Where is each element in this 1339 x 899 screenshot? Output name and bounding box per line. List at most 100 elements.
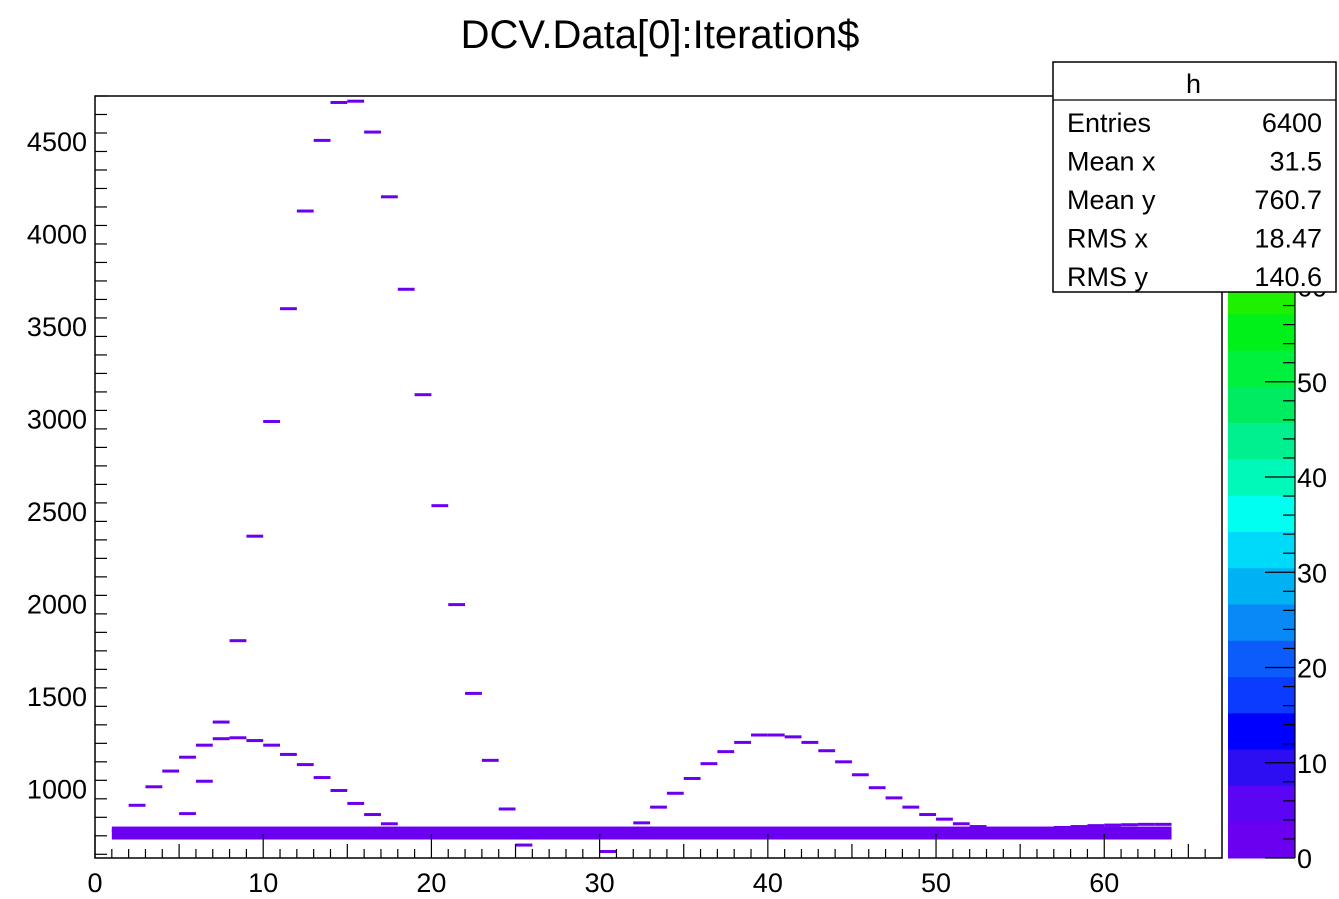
- data-cell: [515, 843, 533, 847]
- colorbar-tick-label: 0: [1297, 844, 1312, 874]
- color-bin: [1228, 821, 1295, 859]
- data-cell: [767, 733, 785, 737]
- data-cell: [751, 733, 768, 737]
- data-cell: [616, 828, 634, 832]
- color-bin: [1228, 313, 1295, 351]
- data-cell: [599, 850, 617, 854]
- stats-title: h: [1186, 69, 1201, 99]
- color-bin: [1228, 604, 1295, 641]
- data-cell: [313, 138, 331, 142]
- color-bin: [1228, 495, 1295, 532]
- color-bin: [1228, 531, 1295, 569]
- data-cell: [229, 639, 247, 643]
- data-cell: [128, 803, 146, 807]
- data-cell: [179, 755, 196, 759]
- data-cell: [229, 736, 247, 740]
- data-cell: [1121, 823, 1138, 827]
- data-cell: [1036, 826, 1054, 830]
- data-cell: [818, 749, 836, 753]
- data-cell: [162, 769, 180, 773]
- x-tick-label: 10: [248, 868, 278, 898]
- data-cell: [1154, 822, 1172, 826]
- x-tick-label: 0: [87, 868, 102, 898]
- x-tick-label: 20: [416, 868, 446, 898]
- band-cell: [111, 826, 1172, 840]
- data-cell: [683, 776, 701, 780]
- data-cell: [1104, 823, 1122, 827]
- stats-label: Mean x: [1067, 147, 1156, 177]
- color-bin: [1228, 350, 1295, 387]
- data-cell: [313, 776, 331, 780]
- color-bin: [1228, 567, 1295, 605]
- stats-value: 6400: [1262, 108, 1322, 138]
- data-cell: [179, 812, 196, 816]
- data-cell: [263, 420, 281, 424]
- color-bin: [1228, 676, 1295, 714]
- data-cell: [145, 785, 163, 789]
- data-cell: [481, 758, 499, 762]
- color-bin: [1228, 785, 1295, 823]
- data-cell: [431, 504, 449, 508]
- data-cell: [666, 791, 684, 795]
- stats-label: Mean y: [1067, 185, 1156, 215]
- colorbar-tick-label: 10: [1297, 749, 1327, 779]
- data-cell: [801, 740, 819, 744]
- data-cell: [414, 393, 432, 397]
- y-tick-label: 2000: [27, 590, 87, 620]
- stats-value: 140.6: [1254, 262, 1322, 292]
- stats-value: 31.5: [1269, 147, 1322, 177]
- data-cell: [111, 828, 129, 832]
- data-cell: [448, 603, 466, 607]
- data-cell: [885, 796, 903, 800]
- stats-value: 18.47: [1254, 224, 1322, 254]
- data-cell: [835, 760, 852, 764]
- x-tick-label: 60: [1089, 868, 1119, 898]
- plot-background: [95, 96, 1222, 858]
- colorbar-tick-label: 20: [1297, 654, 1327, 684]
- data-cell: [868, 786, 886, 790]
- data-cell: [397, 287, 415, 291]
- y-tick-label: 1000: [27, 775, 87, 805]
- x-tick-label: 30: [585, 868, 615, 898]
- data-cell: [717, 750, 735, 754]
- data-cell: [364, 130, 381, 134]
- y-axis: 1000 1500 2000 2500 3000 3500 4000 4500: [27, 95, 107, 855]
- data-cell: [498, 807, 516, 811]
- y-tick-label: 1500: [27, 682, 87, 712]
- colorbar-tick-label: 30: [1297, 558, 1327, 588]
- data-cell: [919, 813, 937, 817]
- plot-area: [94, 95, 1223, 859]
- color-bin: [1228, 749, 1295, 786]
- data-cell: [700, 762, 718, 766]
- data-cell: [195, 743, 213, 747]
- data-cell: [364, 813, 381, 817]
- y-tick-label: 3000: [27, 405, 87, 435]
- data-cell: [1087, 824, 1105, 828]
- data-cell: [1070, 825, 1088, 829]
- color-bin: [1228, 422, 1295, 460]
- data-cell: [784, 735, 802, 739]
- chart-title: DCV.Data[0]:Iteration$: [461, 13, 860, 57]
- data-cell: [1137, 822, 1155, 826]
- data-cell: [986, 826, 1004, 830]
- data-cell: [1053, 825, 1071, 829]
- colorbar-tick-label: 50: [1297, 368, 1327, 398]
- y-tick-label: 4500: [27, 127, 87, 157]
- stats-label: Entries: [1067, 108, 1151, 138]
- x-axis: 0 10 20 30 40 50 60: [87, 834, 1206, 898]
- data-cell: [347, 99, 365, 103]
- stats-box: h Entries 6400 Mean x 31.5 Mean y 760.7 RMS x 18…: [1052, 61, 1337, 293]
- y-tick-label: 3500: [27, 312, 87, 342]
- data-cell: [280, 307, 297, 311]
- color-bin: [1228, 386, 1295, 424]
- data-cell: [734, 740, 752, 744]
- data-cell: [465, 691, 482, 695]
- data-cell: [347, 801, 365, 805]
- data-cell: [902, 805, 920, 809]
- data-cell: [246, 534, 264, 538]
- x-tick-label: 40: [753, 868, 783, 898]
- data-cell: [936, 817, 953, 821]
- colorbar-tick-label: 40: [1297, 463, 1327, 493]
- data-cell: [296, 763, 314, 767]
- y-tick-label: 4000: [27, 220, 87, 250]
